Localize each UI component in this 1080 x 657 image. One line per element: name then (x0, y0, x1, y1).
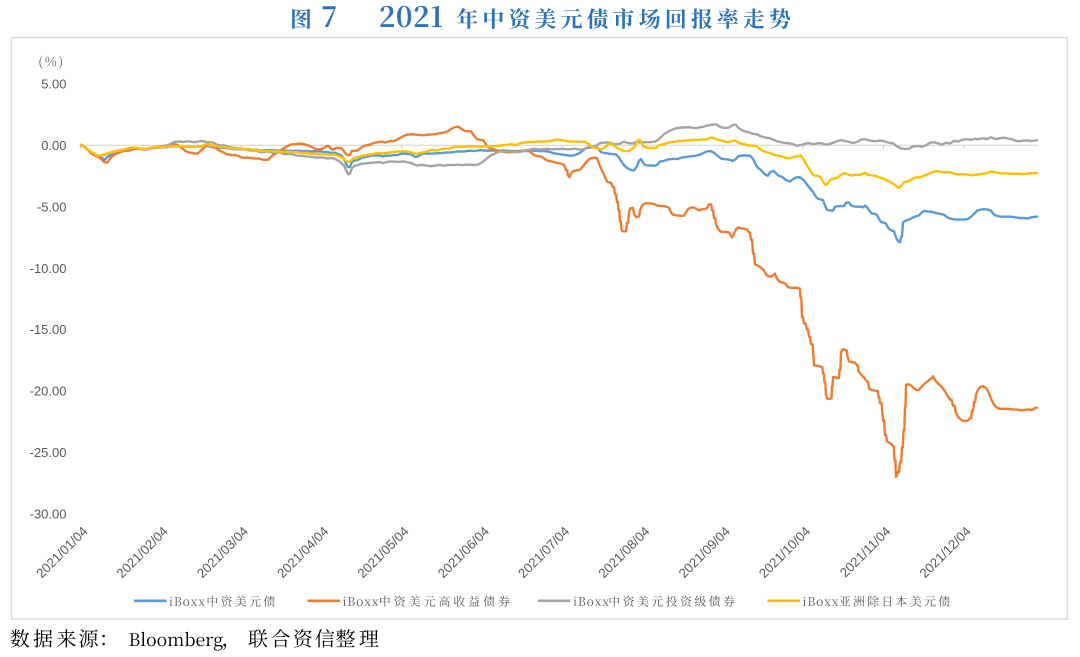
svg-text:5.00: 5.00 (41, 77, 66, 92)
svg-text:-25.00: -25.00 (30, 445, 67, 460)
svg-text:0.00: 0.00 (41, 138, 66, 153)
svg-text:-30.00: -30.00 (30, 507, 67, 522)
svg-text:-10.00: -10.00 (30, 261, 67, 276)
svg-text:-5.00: -5.00 (37, 199, 67, 214)
svg-text:-15.00: -15.00 (30, 322, 67, 337)
svg-text:-20.00: -20.00 (30, 384, 67, 399)
